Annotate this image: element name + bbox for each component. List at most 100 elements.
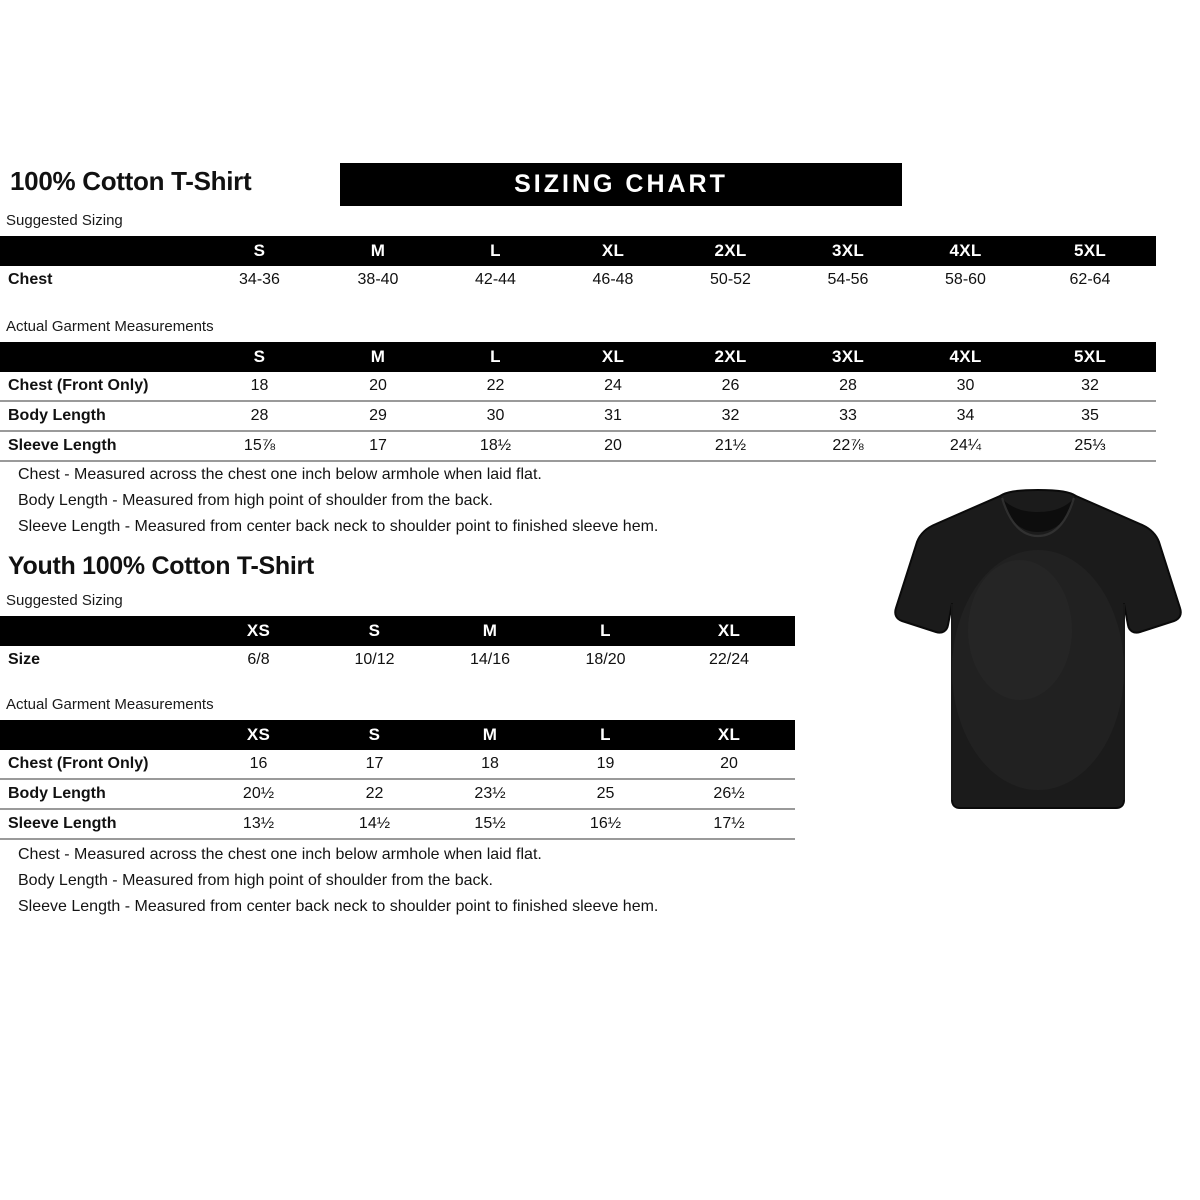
cell-bodylength-l: 25 [596, 785, 615, 802]
adult-suggested-table-head: S M L XL 2XL 3XL 4XL 5XL [0, 236, 1156, 266]
cell-size-m: 14/16 [469, 651, 511, 668]
col-header-rowlabel [0, 236, 200, 266]
col-header-rowlabel [0, 342, 200, 372]
table-row: Body Length 20½ 22 23½ 25 26½ [0, 779, 795, 809]
row-label-size: Size [8, 651, 41, 668]
row-label-body-length: Body Length [8, 785, 106, 802]
youth-suggested-sizing-table: XS S M L XL Size 6/8 10/12 14/16 18/20 2… [0, 616, 795, 674]
cell-chest-4xl: 58-60 [945, 271, 986, 288]
cell-chestfront-l: 22 [486, 377, 505, 394]
adult-measurements-caption: Actual Garment Measurements [6, 318, 214, 335]
cell-chestfront-m: 18 [481, 755, 499, 772]
note-body-length: Body Length - Measured from high point o… [18, 872, 493, 889]
col-header-xl: XL [601, 241, 625, 260]
adult-measurements-table: S M L XL 2XL 3XL 4XL 5XL Chest (Front On… [0, 342, 1156, 462]
col-header-l: L [490, 347, 501, 366]
col-header-s: S [368, 725, 381, 744]
cell-chestfront-s: 17 [365, 755, 384, 772]
cell-chest-2xl: 50-52 [710, 271, 751, 288]
col-header-2xl: 2XL [714, 241, 747, 260]
cell-sleevelength-l: 18½ [479, 437, 512, 454]
cell-sleevelength-xl: 17½ [713, 815, 745, 832]
cell-sleevelength-s: 14½ [358, 815, 391, 832]
youth-product-title: Youth 100% Cotton T-Shirt [8, 552, 314, 580]
note-body-length: Body Length - Measured from high point o… [18, 492, 493, 509]
col-header-rowlabel [0, 616, 200, 646]
cell-sleevelength-xl: 20 [604, 437, 622, 454]
cell-bodylength-xl: 31 [604, 407, 622, 424]
youth-suggested-table-head: XS S M L XL [0, 616, 795, 646]
cell-chest-xl: 46-48 [592, 271, 634, 288]
cell-bodylength-4xl: 34 [956, 407, 975, 424]
note-chest: Chest - Measured across the chest one in… [18, 846, 542, 863]
youth-suggested-sizing-caption: Suggested Sizing [6, 592, 123, 609]
table-row: Sleeve Length 13½ 14½ 15½ 16½ 17½ [0, 809, 795, 839]
row-label-body-length: Body Length [8, 407, 106, 424]
adult-measurement-notes: Chest - Measured across the chest one in… [18, 462, 658, 540]
col-header-l: L [490, 241, 501, 260]
cell-sleevelength-5xl: 25⅓ [1074, 437, 1106, 454]
youth-measurements-caption: Actual Garment Measurements [6, 696, 214, 713]
col-header-xl: XL [601, 347, 625, 366]
table-header-row: XS S M L XL [0, 720, 795, 750]
col-header-4xl: 4XL [949, 347, 982, 366]
youth-measurements-table: XS S M L XL Chest (Front Only) 16 17 18 … [0, 720, 795, 840]
row-label-chest: Chest [8, 271, 53, 288]
col-header-xs: XS [246, 621, 271, 640]
col-header-s: S [253, 347, 266, 366]
adult-measurements-table-body: Chest (Front Only) 18 20 22 24 26 28 30 … [0, 372, 1156, 461]
cell-chestfront-xl: 24 [604, 377, 622, 394]
table-row: Body Length 28 29 30 31 32 33 34 35 [0, 401, 1156, 431]
row-label-sleeve-length: Sleeve Length [8, 815, 117, 832]
note-chest: Chest - Measured across the chest one in… [18, 466, 542, 483]
col-header-s: S [253, 241, 266, 260]
adult-measurements-table-element: S M L XL 2XL 3XL 4XL 5XL Chest (Front On… [0, 342, 1156, 462]
col-header-s: S [368, 621, 381, 640]
cell-sleevelength-xs: 13½ [242, 815, 275, 832]
cell-chestfront-4xl: 30 [956, 377, 975, 394]
tshirt-illustration [888, 480, 1188, 820]
col-header-3xl: 3XL [831, 347, 865, 366]
note-sleeve-length: Sleeve Length - Measured from center bac… [18, 518, 659, 535]
table-header-row: S M L XL 2XL 3XL 4XL 5XL [0, 236, 1156, 266]
sizing-chart-banner: SIZING CHART [340, 163, 902, 206]
table-header-row: XS S M L XL [0, 616, 795, 646]
cell-bodylength-5xl: 35 [1081, 407, 1099, 424]
col-header-m: M [482, 621, 498, 640]
cell-chestfront-l: 19 [596, 755, 615, 772]
youth-measurements-table-element: XS S M L XL Chest (Front Only) 16 17 18 … [0, 720, 795, 840]
cell-chest-l: 42-44 [475, 271, 516, 288]
table-row: Sleeve Length 15⅞ 17 18½ 20 21½ 22⅞ 24¼ … [0, 431, 1156, 461]
cell-sleevelength-l: 16½ [589, 815, 622, 832]
col-header-2xl: 2XL [714, 347, 747, 366]
col-header-3xl: 3XL [831, 241, 865, 260]
adult-suggested-table-element: S M L XL 2XL 3XL 4XL 5XL Chest 34-36 38-… [0, 236, 1156, 294]
cell-chest-5xl: 62-64 [1069, 271, 1111, 288]
youth-measurements-table-head: XS S M L XL [0, 720, 795, 750]
table-row: Chest 34-36 38-40 42-44 46-48 50-52 54-5… [0, 266, 1156, 294]
table-row: Size 6/8 10/12 14/16 18/20 22/24 [0, 646, 795, 674]
note-sleeve-length: Sleeve Length - Measured from center bac… [18, 898, 659, 915]
cell-chestfront-5xl: 32 [1081, 377, 1099, 394]
cell-bodylength-m: 29 [369, 407, 387, 424]
cell-sleevelength-2xl: 21½ [714, 437, 747, 454]
cell-bodylength-m: 23½ [474, 785, 506, 802]
cell-chestfront-xl: 20 [720, 755, 738, 772]
youth-suggested-table-element: XS S M L XL Size 6/8 10/12 14/16 18/20 2… [0, 616, 795, 674]
col-header-l: L [600, 621, 611, 640]
col-header-m: M [482, 725, 498, 744]
cell-chest-m: 38-40 [357, 271, 399, 288]
adult-product-title: 100% Cotton T-Shirt [10, 166, 252, 196]
table-header-row: S M L XL 2XL 3XL 4XL 5XL [0, 342, 1156, 372]
cell-size-s: 10/12 [354, 651, 395, 668]
youth-measurements-table-body: Chest (Front Only) 16 17 18 19 20 Body L… [0, 750, 795, 839]
sizing-chart-banner-label: SIZING CHART [514, 170, 728, 198]
adult-suggested-sizing-caption: Suggested Sizing [6, 212, 123, 229]
cell-bodylength-2xl: 32 [721, 407, 740, 424]
cell-chest-s: 34-36 [239, 271, 280, 288]
col-header-m: M [370, 241, 386, 260]
col-header-m: M [370, 347, 386, 366]
cell-sleevelength-4xl: 24¼ [949, 437, 982, 454]
youth-suggested-table-body: Size 6/8 10/12 14/16 18/20 22/24 [0, 646, 795, 674]
